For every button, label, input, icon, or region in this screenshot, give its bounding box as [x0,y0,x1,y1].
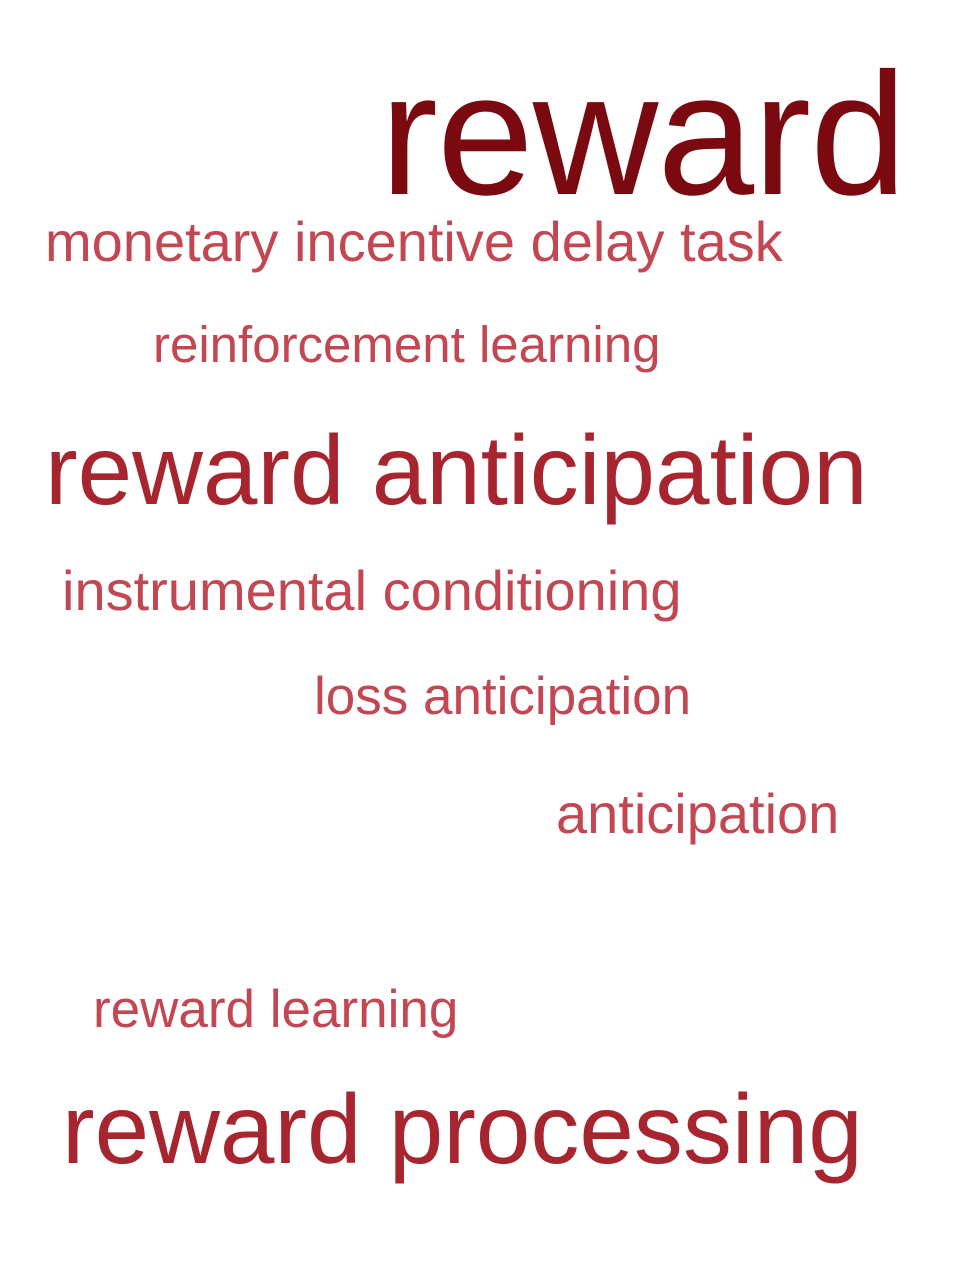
word-monetary-incentive-delay-task: monetary incentive delay task [45,210,783,273]
word-instrumental-conditioning: instrumental conditioning [62,559,682,622]
word-reward-learning: reward learning [93,980,459,1039]
word-reward: reward [380,36,907,231]
word-reward-anticipation: reward anticipation [45,415,868,525]
word-anticipation: anticipation [556,782,840,845]
word-loss-anticipation: loss anticipation [314,667,692,726]
word-reinforcement-learning: reinforcement learning [153,316,661,373]
word-reward-processing: reward processing [62,1074,863,1184]
